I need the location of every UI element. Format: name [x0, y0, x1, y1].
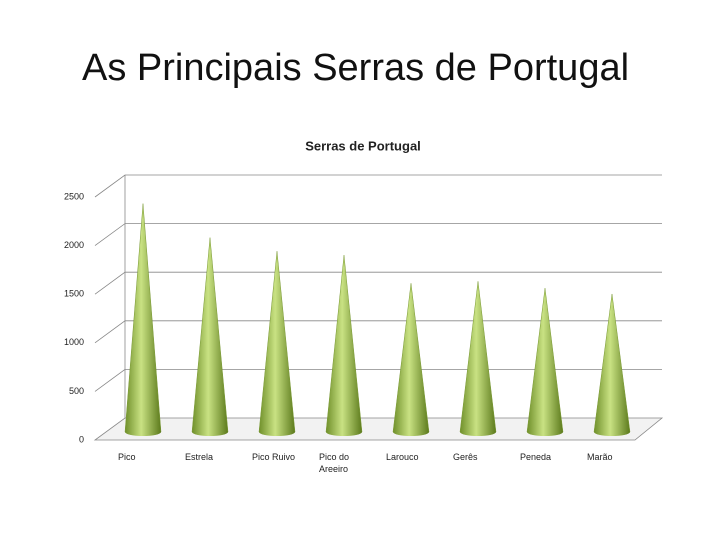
- cone: [191, 237, 229, 433]
- x-tick-label: Peneda: [520, 452, 552, 462]
- y-tick-label: 500: [69, 386, 84, 396]
- chart-title: Serras de Portugal: [305, 138, 421, 153]
- cone-base: [259, 428, 295, 436]
- cone: [124, 203, 162, 433]
- x-tick-label: Estrela: [185, 452, 214, 462]
- x-tick-label: Pico Ruivo: [252, 452, 296, 462]
- x-tick-label: Pico: [118, 452, 136, 462]
- x-tick-label: Gerês: [453, 452, 478, 462]
- cone: [526, 288, 564, 433]
- x-tick-label: Larouco: [386, 452, 419, 462]
- cone: [258, 251, 296, 433]
- cone-base: [460, 428, 496, 436]
- y-tick-label: 2500: [64, 191, 84, 201]
- grid-line: [94, 271, 662, 295]
- cone-base: [125, 428, 161, 436]
- y-tick-label: 1000: [64, 337, 84, 347]
- cone-base: [192, 428, 228, 436]
- cone: [325, 255, 363, 433]
- page-title: As Principais Serras de Portugal: [82, 47, 629, 89]
- cone: [593, 293, 631, 433]
- cone-base: [393, 428, 429, 436]
- x-tick-label: Marão: [587, 452, 613, 462]
- y-tick-label: 2000: [64, 240, 84, 250]
- x-tick-label: Pico do Areeiro: [319, 452, 350, 474]
- floor: [93, 417, 664, 441]
- y-tick-label: 1500: [64, 289, 84, 299]
- grid-line: [94, 320, 662, 344]
- cone-base: [594, 428, 630, 436]
- cone: [392, 283, 430, 433]
- y-tick-label: 0: [79, 434, 84, 444]
- grid-line: [94, 368, 662, 392]
- cone: [459, 281, 497, 433]
- cone-base: [527, 428, 563, 436]
- cone-base: [326, 428, 362, 436]
- grid-line: [94, 223, 662, 246]
- grid-line: [94, 174, 662, 198]
